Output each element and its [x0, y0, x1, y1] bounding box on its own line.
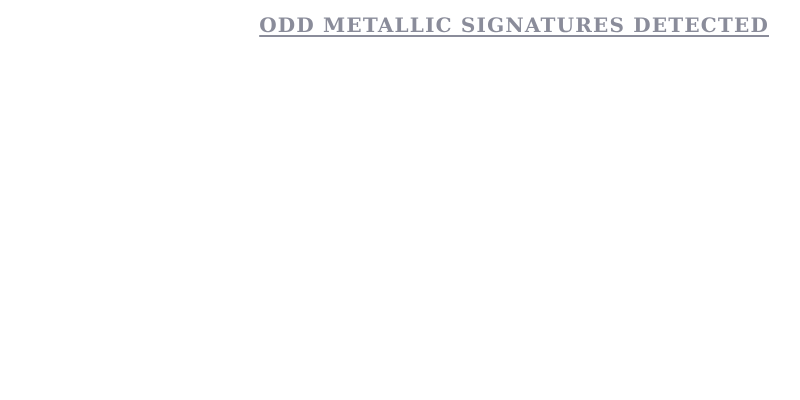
headline-link[interactable]: ODD METALLIC SIGNATURES DETECTED — [259, 13, 769, 37]
